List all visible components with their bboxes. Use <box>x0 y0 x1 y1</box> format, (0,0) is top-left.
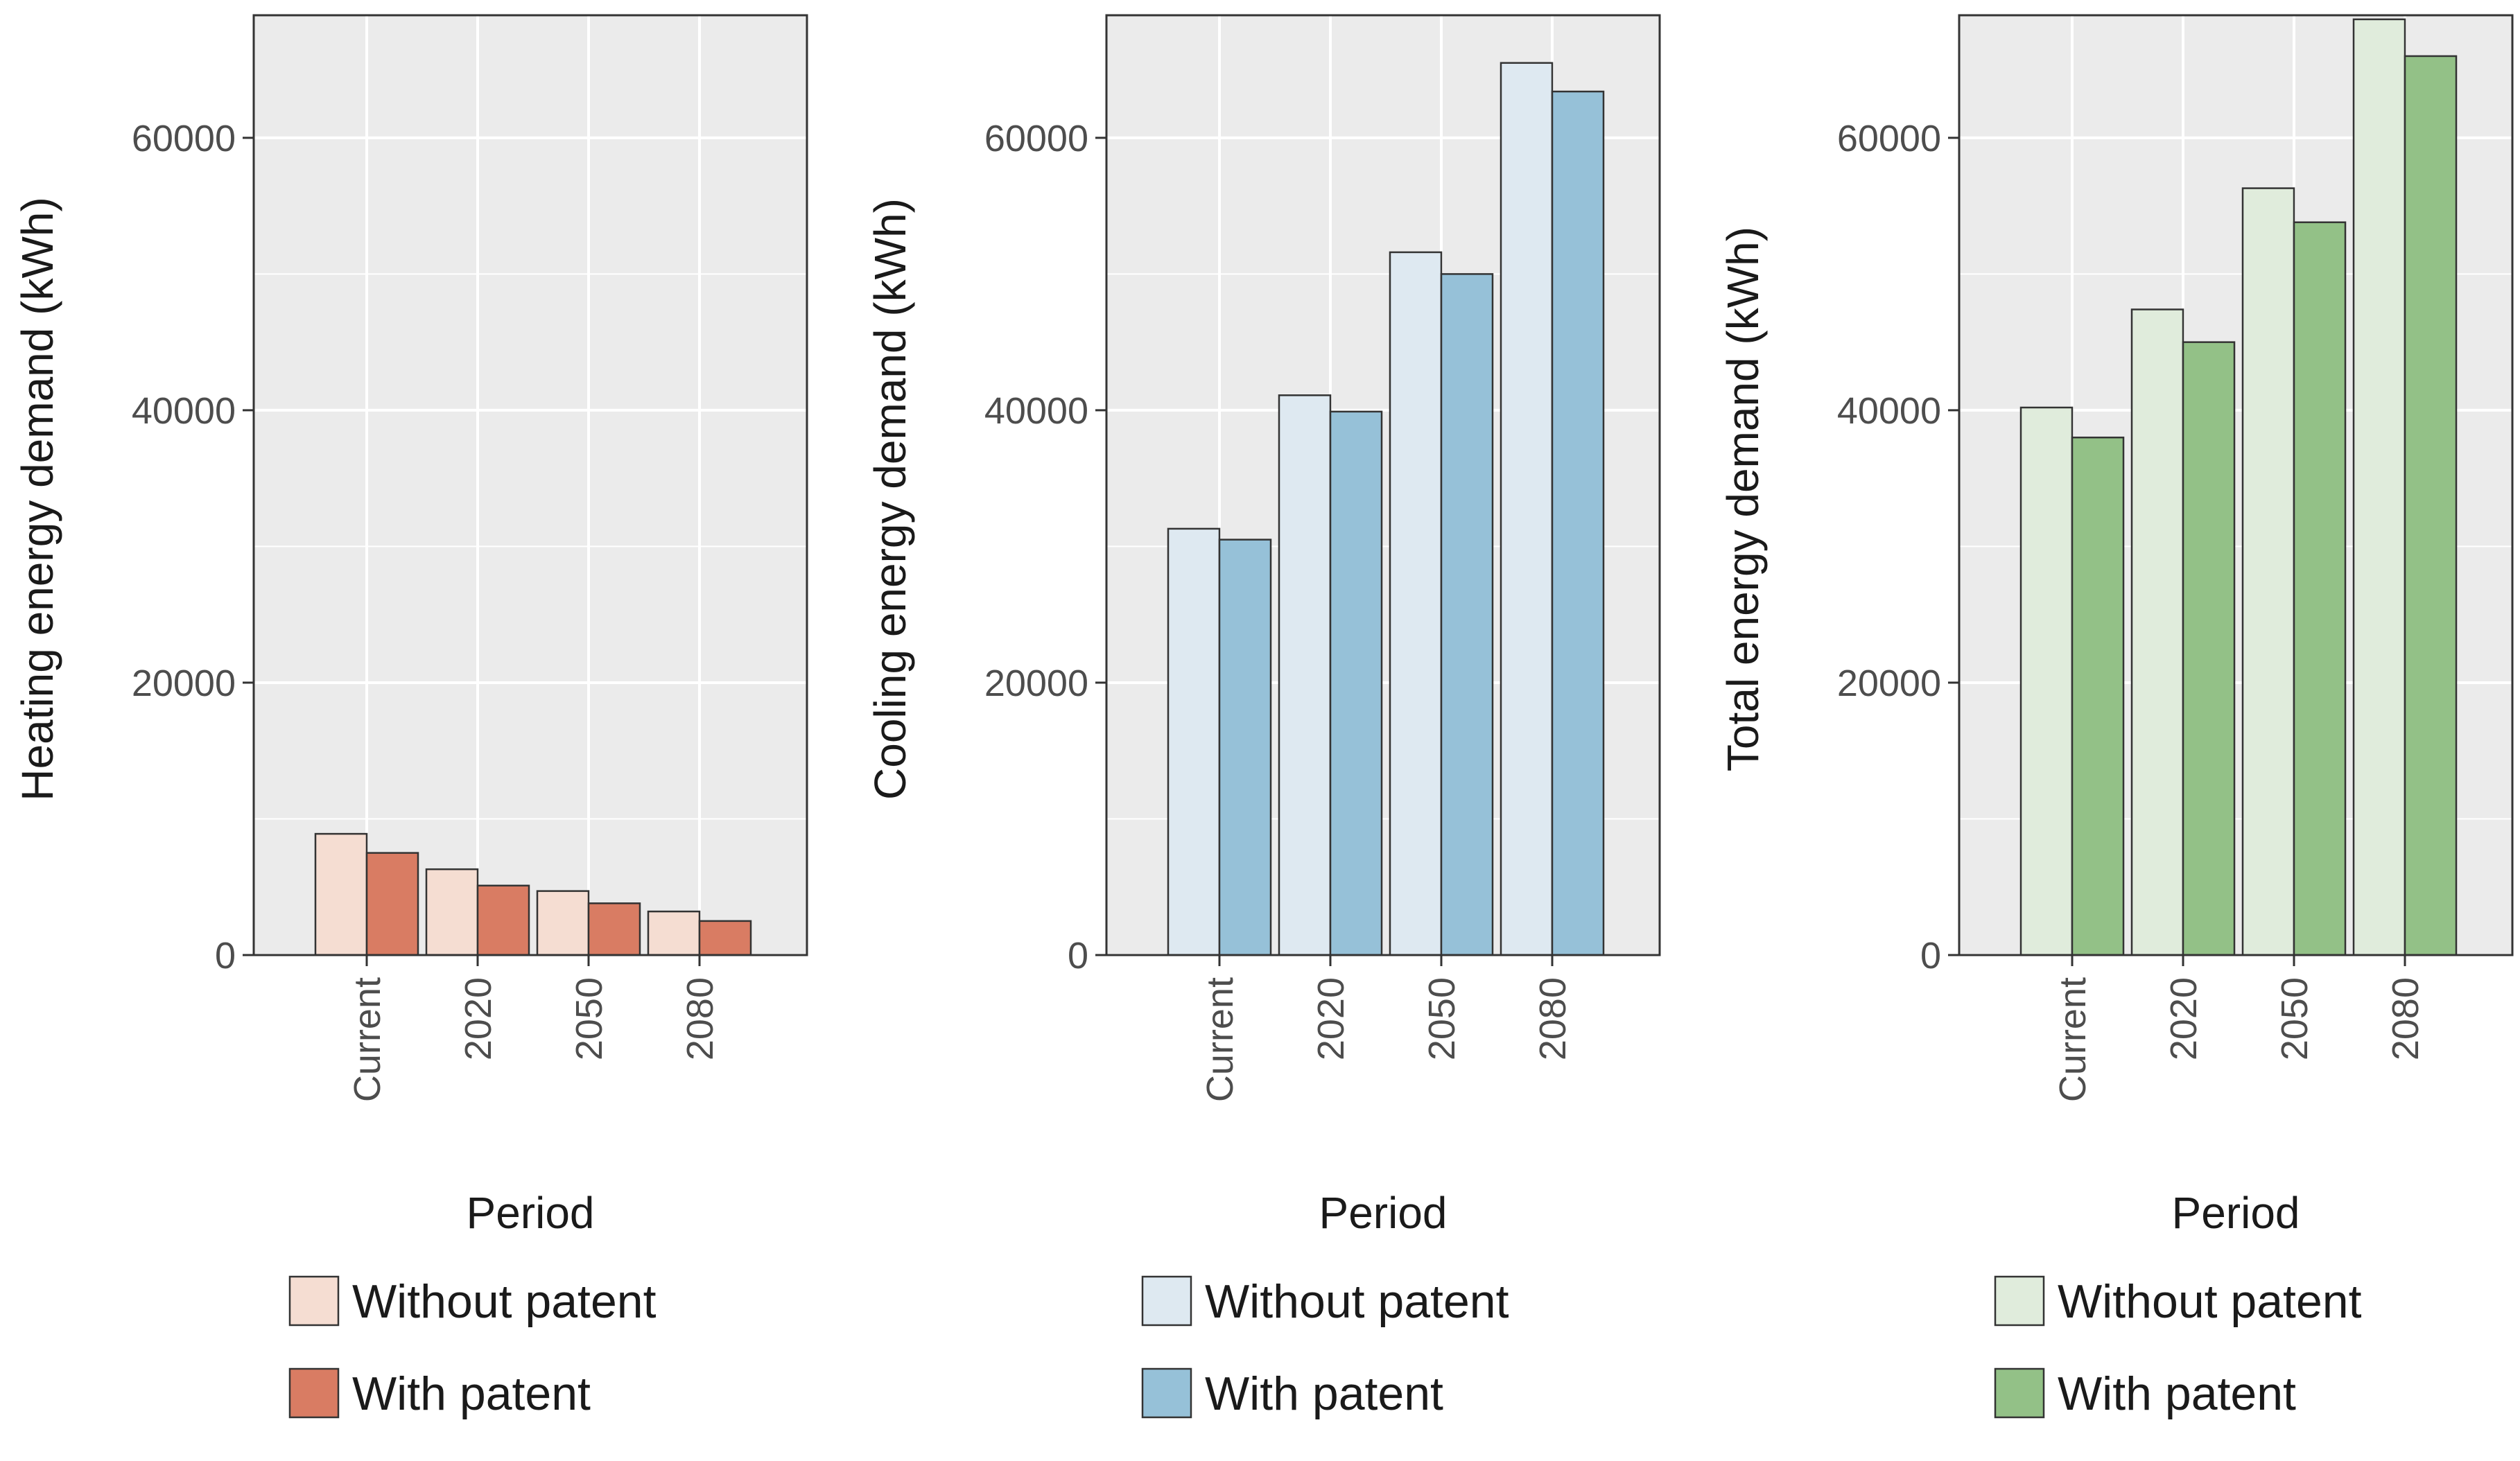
bar-2050-with-patent: With patent 2050: 3800 <box>587 902 641 956</box>
x-tick-label: Current <box>347 977 388 1102</box>
y-axis-title: Cooling energy demand (kWh) <box>865 198 915 800</box>
legend-label: With patent <box>1205 1367 1443 1420</box>
bar-2080-without-patent: Without patent 2080: 68700 <box>2352 18 2406 956</box>
legend: Without patent With patent <box>1994 1275 2362 1420</box>
x-axis-title: Period <box>2172 1188 2300 1238</box>
y-tick-label: 60000 <box>984 118 1088 159</box>
bar-Current-without-patent: Without patent Current: 40200 <box>2019 406 2074 956</box>
x-tick-label: 2050 <box>1421 977 1463 1060</box>
y-tick-label: 20000 <box>1837 663 1941 704</box>
legend: Without patent With patent <box>288 1275 657 1420</box>
bar-Current-with-patent: With patent Current: 38000 <box>2071 436 2125 956</box>
bar-Current-with-patent: With patent Current: 7500 <box>365 852 419 956</box>
bar-2080-without-patent: Without patent 2080: 65500 <box>1500 62 1554 956</box>
x-tick-label: 2080 <box>1532 977 1574 1060</box>
y-axis-title: Heating energy demand (kWh) <box>12 197 62 801</box>
x-axis-title: Period <box>1319 1188 1448 1238</box>
legend-key-without-patent <box>1994 1275 2045 1327</box>
x-tick-label: 2050 <box>2274 977 2315 1060</box>
bar-2080-without-patent: Without patent 2080: 3200 <box>647 910 701 956</box>
legend-label: Without patent <box>352 1275 657 1328</box>
legend-key-with-patent <box>1141 1367 1192 1419</box>
y-tick-label: 60000 <box>132 118 236 159</box>
legend-key-with-patent <box>288 1367 340 1419</box>
x-axis-title: Period <box>467 1188 595 1238</box>
bar-2020-without-patent: Without patent 2020: 41100 <box>1278 394 1332 956</box>
legend-key-with-patent <box>1994 1367 2045 1419</box>
bar-2050-without-patent: Without patent 2050: 51600 <box>1389 251 1443 956</box>
bar-2020-without-patent: Without patent 2020: 47400 <box>2130 308 2184 956</box>
bar-2050-without-patent: Without patent 2050: 4700 <box>536 890 590 956</box>
bar-2050-with-patent: With patent 2050: 50000 <box>1440 273 1494 956</box>
y-tick-label: 20000 <box>984 663 1088 704</box>
legend-label: Without patent <box>2058 1275 2362 1328</box>
bar-2080-with-patent: With patent 2080: 2500 <box>698 920 752 956</box>
legend-label: Without patent <box>1205 1275 1509 1328</box>
bar-2020-without-patent: Without patent 2020: 6300 <box>425 868 479 956</box>
legend-key-without-patent <box>288 1275 340 1327</box>
y-tick-label: 0 <box>1068 935 1088 977</box>
x-tick-label: Current <box>2052 977 2094 1102</box>
legend-label: With patent <box>2058 1367 2296 1420</box>
chart-panel-1: Without patent Current: 8900With patent … <box>12 14 808 1420</box>
bar-2050-without-patent: Without patent 2050: 56300 <box>2241 187 2295 956</box>
bar-2080-with-patent: With patent 2080: 66000 <box>2404 55 2458 956</box>
chart-panel-3: Without patent Current: 40200With patent… <box>1718 14 2514 1420</box>
x-tick-label: 2020 <box>458 977 499 1060</box>
y-tick-label: 60000 <box>1837 118 1941 159</box>
x-tick-label: 2080 <box>679 977 721 1060</box>
bar-2080-with-patent: With patent 2080: 63400 <box>1551 90 1605 956</box>
y-tick-label: 0 <box>215 935 236 977</box>
x-tick-label: 2020 <box>2163 977 2205 1060</box>
bar-2020-with-patent: With patent 2020: 45000 <box>2182 341 2236 956</box>
panel-border <box>252 14 808 956</box>
panel-border <box>1958 14 2514 956</box>
panel-border <box>1105 14 1661 956</box>
x-tick-label: 2050 <box>568 977 610 1060</box>
x-tick-label: 2020 <box>1310 977 1352 1060</box>
bar-Current-without-patent: Without patent Current: 31300 <box>1167 527 1221 956</box>
bar-Current-without-patent: Without patent Current: 8900 <box>314 832 368 956</box>
bar-Current-with-patent: With patent Current: 30500 <box>1218 539 1272 956</box>
y-tick-label: 0 <box>1920 935 1941 977</box>
y-tick-label: 40000 <box>984 390 1088 432</box>
y-tick-label: 20000 <box>132 663 236 704</box>
y-tick-label: 40000 <box>1837 390 1941 432</box>
legend-label: With patent <box>352 1367 591 1420</box>
bar-2020-with-patent: With patent 2020: 39900 <box>1329 410 1383 956</box>
y-axis-title: Total energy demand (kWh) <box>1718 227 1768 771</box>
x-tick-label: Current <box>1199 977 1241 1102</box>
x-tick-label: 2080 <box>2385 977 2426 1060</box>
legend-key-without-patent <box>1141 1275 1192 1327</box>
legend: Without patent With patent <box>1141 1275 1509 1420</box>
y-tick-label: 40000 <box>132 390 236 432</box>
chart-panel-2: Without patent Current: 31300With patent… <box>865 14 1661 1420</box>
plot-background <box>254 15 807 955</box>
bar-2020-with-patent: With patent 2020: 5100 <box>476 884 530 956</box>
bar-2050-with-patent: With patent 2050: 53800 <box>2293 221 2347 956</box>
